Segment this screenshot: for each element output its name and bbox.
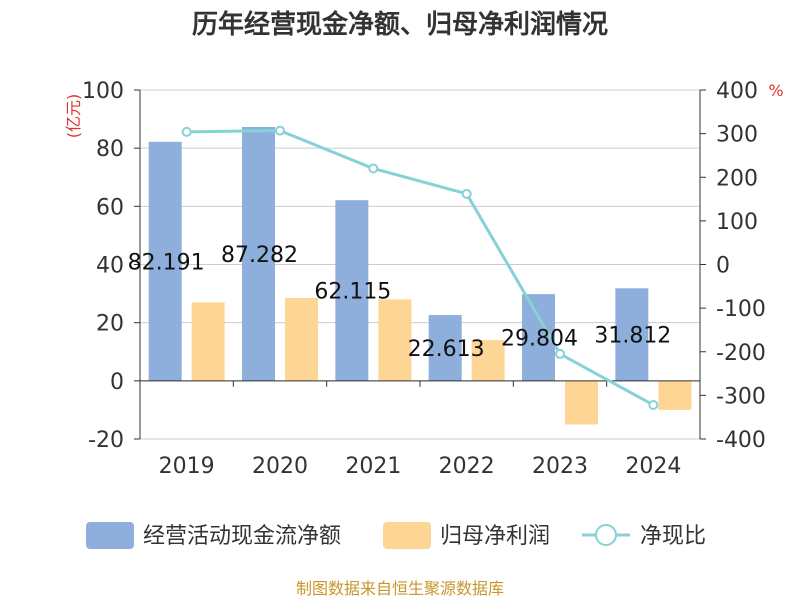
- right-tick-label: 200: [716, 166, 758, 191]
- bar-cash-flow: [242, 126, 275, 381]
- bar-net-profit: [378, 299, 412, 381]
- left-tick-label: 80: [96, 137, 124, 162]
- ratio-point: [461, 188, 472, 199]
- bars: [148, 126, 692, 425]
- ratio-point: [555, 348, 565, 359]
- x-tick-label: 2020: [252, 454, 308, 479]
- x-tick-label: 2024: [625, 454, 681, 479]
- data-label-cash-flow: 62.115: [314, 280, 391, 305]
- legend-swatch-profit[interactable]: [383, 522, 431, 549]
- data-label-cash-flow: 82.191: [128, 250, 205, 275]
- left-axis-unit: (亿元): [64, 94, 83, 139]
- left-tick-label: 100: [82, 79, 124, 104]
- legend-marker-ratio[interactable]: [595, 524, 617, 546]
- right-axis-unit: %: [768, 81, 783, 100]
- data-label-cash-flow: 29.804: [501, 326, 578, 351]
- right-tick-label: -200: [716, 341, 766, 366]
- right-tick-label: 300: [716, 123, 758, 148]
- right-tick-label: -100: [716, 297, 766, 322]
- bar-net-profit: [191, 302, 225, 381]
- ratio-point: [368, 163, 379, 174]
- ratio-line: [181, 125, 659, 410]
- bar-cash-flow: [335, 200, 369, 381]
- ratio-point: [275, 125, 285, 136]
- ratio-point: [648, 399, 659, 410]
- bar-net-profit: [658, 380, 692, 410]
- right-tick-label: -400: [716, 428, 766, 453]
- x-tick-label: 2019: [159, 454, 215, 479]
- data-label-cash-flow: 87.282: [221, 243, 298, 268]
- x-tick-label: 2021: [345, 454, 401, 479]
- left-tick-label: 0: [110, 370, 124, 395]
- right-tick-label: 100: [716, 210, 758, 235]
- ratio-point: [181, 126, 192, 137]
- bar-cash-flow: [148, 141, 182, 381]
- left-tick-label: 60: [96, 195, 124, 220]
- left-tick-label: -20: [88, 428, 124, 453]
- left-tick-label: 20: [96, 312, 124, 337]
- x-tick-label: 2022: [439, 454, 495, 479]
- bar-net-profit: [471, 340, 505, 381]
- data-label-cash-flow: 31.812: [594, 324, 671, 349]
- source-note: 制图数据来自恒生聚源数据库: [296, 579, 504, 598]
- ratio-polyline: [186, 129, 655, 407]
- legend-label-profit[interactable]: 归母净利润: [440, 524, 550, 549]
- legend: 经营活动现金流净额 归母净利润 净现比: [86, 522, 706, 549]
- left-tick-label: 40: [96, 254, 124, 279]
- right-tick-label: 0: [716, 254, 730, 279]
- legend-swatch-cash[interactable]: [86, 522, 134, 549]
- data-label-cash-flow: 22.613: [408, 337, 485, 362]
- bar-cash-flow: [615, 288, 649, 381]
- bar-cash-flow: [428, 315, 462, 381]
- bar-net-profit: [285, 297, 318, 381]
- legend-label-cash[interactable]: 经营活动现金流净额: [143, 524, 341, 549]
- data-labels: 82.191 87.282 62.115 22.613 29.804 31.812: [128, 243, 672, 362]
- axes: -20020406080100-400-300-200-100010020030…: [82, 79, 766, 479]
- bar-net-profit: [565, 380, 598, 425]
- chart-title: 历年经营现金净额、归母净利润情况: [192, 9, 608, 40]
- right-tick-label: 400: [716, 79, 758, 104]
- right-tick-label: -300: [716, 384, 766, 409]
- legend-label-ratio[interactable]: 净现比: [640, 524, 706, 549]
- x-tick-label: 2023: [532, 454, 588, 479]
